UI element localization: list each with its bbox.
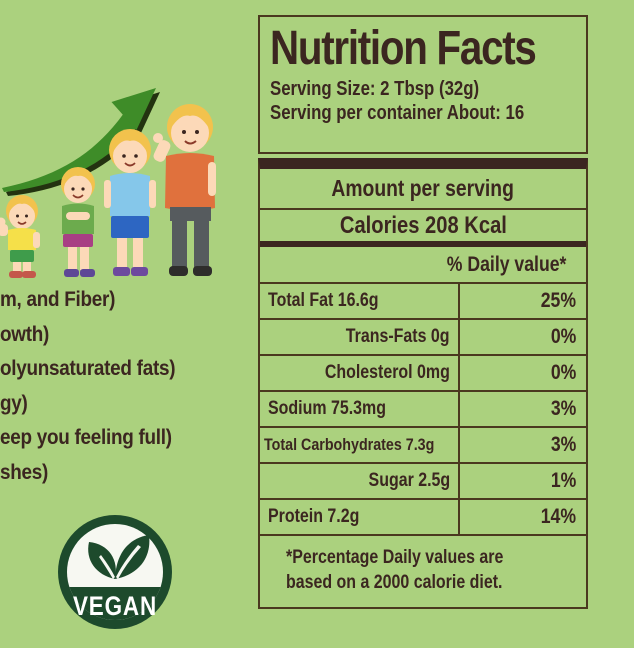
nutrient-row-protein: Protein 7.2g 14% [260,500,586,536]
daily-value-footnote: *Percentage Daily values are based on a … [286,547,504,593]
nutrient-name: Cholesterol 0mg [260,356,460,390]
benefit-list: m, and Fiber) owth) olyunsaturated fats)… [0,283,195,490]
nutrient-dv: 14% [540,505,576,528]
label-title: Nutrition Facts [270,21,586,77]
nutrient-name: Sugar 2.5g [260,464,460,498]
growth-scene [0,88,216,278]
benefit-line: gy) [0,391,28,415]
nutrient-name: Trans-Fats 0g [260,320,460,354]
calories-row: Calories 208 Kcal [260,210,586,247]
nutrient-row-cholesterol: Cholesterol 0mg 0% [260,356,586,392]
benefit-line: eep you feeling full) [0,426,172,449]
vegan-label: VEGAN [73,591,157,621]
servings-per-container: Serving per container About: 16 [270,102,525,124]
benefit-line: m, and Fiber) [0,288,116,311]
nutrition-facts-label: Nutrition Facts Serving Size: 2 Tbsp (32… [258,15,588,609]
label-title-text: Nutrition Facts [270,22,537,75]
nutrient-dv: 0% [550,361,576,384]
amount-per-serving-row: Amount per serving [260,169,586,210]
nutrient-name: Protein 7.2g [260,500,460,534]
benefit-line: owth) [0,322,50,346]
nutrient-row-sugar: Sugar 2.5g 1% [260,464,586,500]
teen-figure [153,104,216,276]
nutrient-row-total-carbohydrates: Total Carbohydrates 7.3g 3% [260,428,586,464]
label-table: Amount per serving Calories 208 Kcal % D… [258,158,588,609]
nutrient-name: Total Fat 16.6g [260,284,460,318]
nutrient-row-trans-fats: Trans-Fats 0g 0% [260,320,586,356]
vegan-badge: VEGAN [58,515,172,629]
serving-size: Serving Size: 2 Tbsp (32g) [270,78,480,100]
nutrient-dv: 0% [550,325,576,348]
label-header: Nutrition Facts Serving Size: 2 Tbsp (32… [258,15,588,154]
growth-arrow-icon [2,88,160,196]
nutrient-dv: 1% [550,469,576,492]
nutrient-dv: 25% [540,289,576,312]
nutrient-name: Total Carbohydrates 7.3g [260,428,460,462]
nutrient-row-sodium: Sodium 75.3mg 3% [260,392,586,428]
benefit-line: olyunsaturated fats) [0,357,176,380]
child-figure-toddler [0,195,40,278]
nutrient-dv: 3% [550,433,576,456]
daily-value-header-row: % Daily value* [260,247,586,284]
benefit-line: shes) [0,460,49,484]
leaves-icon [88,535,150,579]
nutrient-dv: 3% [550,397,576,420]
nutrient-row-total-fat: Total Fat 16.6g 25% [260,284,586,320]
child-figure-tall-boy [104,129,156,276]
nutrient-name: Sodium 75.3mg [260,392,460,426]
child-figure-small-boy [61,167,95,277]
